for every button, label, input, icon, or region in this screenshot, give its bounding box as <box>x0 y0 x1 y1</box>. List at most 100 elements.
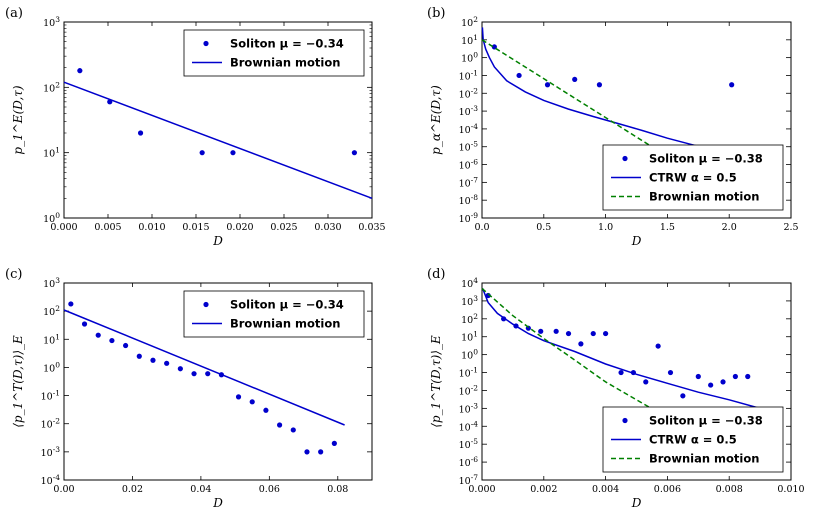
legend-label: Brownian motion <box>649 190 759 204</box>
legend: Soliton μ = −0.34 Brownian motion <box>183 29 365 77</box>
legend-marker <box>622 417 628 424</box>
x-tick-label: 0.000 <box>50 222 77 233</box>
data-point <box>572 76 578 83</box>
y-tick-label: 10-5 <box>459 140 479 154</box>
y-axis-label: ⟨p_1^T(D,τ)⟩_E <box>11 335 25 428</box>
legend-box <box>183 290 365 338</box>
panel-1: (a) 0.000 0.005 0.010 0.015 0.020 0.025 0.030 0.… <box>5 6 386 248</box>
x-tick-label: 0.04 <box>190 484 211 495</box>
x-tick-label: 0.02 <box>122 484 143 495</box>
y-tick-label: 100 <box>461 51 478 65</box>
x-tick-label: 0.004 <box>592 484 619 495</box>
data-point <box>538 328 544 334</box>
data-point <box>109 337 115 344</box>
data-point <box>95 332 101 338</box>
panel-2: (b) 0.0 0.5 1.0 1.5 2.0 2.5 10-9 10-8 10-7 10-6 10-… <box>427 6 799 248</box>
axes-frame <box>63 21 373 219</box>
data-point <box>150 357 156 363</box>
x-tick-label: 0.0 <box>474 222 489 233</box>
x-tick-label: 0.06 <box>259 484 280 495</box>
data-point <box>318 449 324 455</box>
data-point <box>68 301 74 307</box>
y-tick-label: 10-5 <box>459 437 479 451</box>
data-point <box>136 353 142 359</box>
data-point <box>732 373 738 380</box>
legend-marker <box>203 301 209 308</box>
x-tick-label: 0.002 <box>530 484 557 495</box>
axes-frame <box>481 282 792 481</box>
data-point <box>745 373 751 380</box>
y-tick-label: 102 <box>43 304 60 318</box>
legend-label: Brownian motion <box>230 56 340 70</box>
data-point <box>351 150 357 156</box>
y-tick-label: 10-4 <box>41 473 61 487</box>
legend-box <box>183 29 365 77</box>
data-point <box>578 341 584 347</box>
series-line <box>63 81 373 200</box>
legend: Soliton μ = −0.38 CTRW α = 0.5 Brownian mo… <box>602 144 784 211</box>
legend: Soliton μ = −0.38 CTRW α = 0.5 Brownian mo… <box>602 406 784 473</box>
data-point <box>205 371 211 377</box>
y-tick-label: 101 <box>461 330 478 344</box>
data-point <box>695 373 701 380</box>
data-point <box>177 366 183 372</box>
legend-label: Brownian motion <box>649 452 759 466</box>
y-tick-label: 10-8 <box>459 193 479 207</box>
y-tick-label: 103 <box>43 15 60 29</box>
data-point <box>277 422 283 428</box>
y-axis-label: p_α^E(D,τ) <box>429 85 443 155</box>
panel-label: (d) <box>427 267 445 282</box>
data-point <box>729 82 735 88</box>
panel-label: (c) <box>5 267 22 282</box>
data-point <box>235 394 242 400</box>
y-tick-label: 10-2 <box>459 383 479 397</box>
x-tick-label: 0.010 <box>777 484 804 495</box>
y-tick-label: 104 <box>461 276 478 290</box>
data-point <box>199 150 205 156</box>
x-tick-label: 2.5 <box>783 222 798 233</box>
data-point <box>230 150 236 156</box>
data-point <box>304 449 310 455</box>
data-point <box>680 393 686 399</box>
data-point <box>164 360 170 366</box>
series-line <box>481 27 746 157</box>
legend-marker <box>622 155 628 162</box>
y-tick-label: 10-7 <box>459 175 479 189</box>
series-line <box>481 287 761 466</box>
panel-label: (a) <box>5 6 23 21</box>
data-point <box>565 330 572 337</box>
legend-label: CTRW α = 0.5 <box>649 171 737 185</box>
y-tick-label: 10-7 <box>459 473 479 487</box>
y-tick-label: 10-3 <box>459 401 479 415</box>
panel-label: (b) <box>427 6 445 21</box>
axes-frame <box>63 282 373 481</box>
x-axis-label: D <box>212 234 223 248</box>
legend-label: Soliton μ = −0.34 <box>230 37 344 51</box>
data-point <box>77 68 83 74</box>
x-tick-label: 0.005 <box>94 222 121 233</box>
x-tick-label: 2.0 <box>722 222 737 233</box>
data-point <box>249 399 255 405</box>
panel-3: (c) 0.00 0.02 0.04 0.06 0.08 10-4 10-3 10-2 10-1 1… <box>5 267 373 510</box>
x-tick-label: 0.015 <box>182 222 209 233</box>
y-tick-label: 10-6 <box>459 455 479 469</box>
data-point <box>603 330 609 337</box>
data-point <box>618 369 624 376</box>
y-tick-label: 10-1 <box>459 366 478 380</box>
legend-label: Soliton μ = −0.38 <box>649 414 763 428</box>
y-tick-label: 101 <box>461 33 478 47</box>
y-axis-label: ⟨p_1^T(D,τ)⟩_E <box>429 335 443 428</box>
y-tick-label: 10-9 <box>459 211 479 225</box>
x-tick-label: 0.025 <box>270 222 297 233</box>
y-tick-label: 102 <box>461 312 478 326</box>
y-tick-label: 100 <box>461 348 478 362</box>
data-point <box>81 321 88 327</box>
x-tick-label: 0.020 <box>226 222 253 233</box>
y-tick-label: 10-3 <box>41 445 61 459</box>
y-tick-label: 10-1 <box>459 68 478 82</box>
legend-label: Soliton μ = −0.34 <box>230 298 344 312</box>
data-point <box>667 369 674 376</box>
x-tick-label: 0.006 <box>654 484 681 495</box>
x-tick-label: 0.5 <box>536 222 551 233</box>
